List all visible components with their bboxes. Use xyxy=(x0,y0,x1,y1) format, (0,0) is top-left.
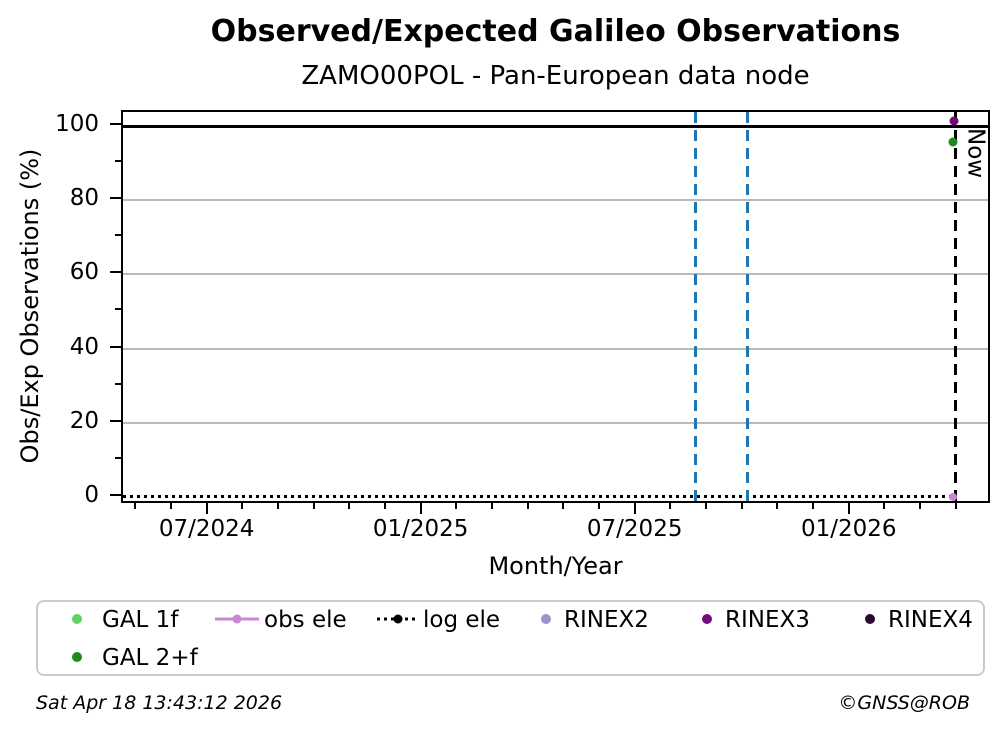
x-major-tick xyxy=(419,503,422,514)
x-tick-label: 01/2025 xyxy=(372,516,469,542)
copyright-text: ©GNSS@ROB xyxy=(838,692,970,714)
chart-title: Observed/Expected Galileo Observations xyxy=(210,14,901,49)
legend-label-2: obs ele xyxy=(264,607,347,633)
legend-marker-dot-4 xyxy=(541,614,551,624)
x-minor-tick xyxy=(241,503,244,509)
y-tick-label: 20 xyxy=(69,407,99,434)
y-major-tick xyxy=(110,345,121,348)
legend: GAL 1f GAL 2+f obs ele log ele RINEX2 RINEX3 R… xyxy=(36,600,985,676)
x-minor-tick xyxy=(776,503,779,509)
data-point-rinex3 xyxy=(949,116,959,126)
legend-marker-dot-3 xyxy=(393,614,403,624)
data-point-obs-ele xyxy=(948,492,957,501)
x-minor-tick xyxy=(348,503,351,509)
x-minor-tick xyxy=(134,503,137,509)
legend-label-0: GAL 1f xyxy=(102,607,179,633)
data-point-gal-2-f xyxy=(948,137,958,147)
y-major-tick xyxy=(110,419,121,422)
x-minor-tick xyxy=(954,503,957,509)
legend-marker-dot-2 xyxy=(232,614,242,624)
y-major-tick xyxy=(110,271,121,274)
x-minor-tick xyxy=(598,503,601,509)
chart-subtitle: ZAMO00POL - Pan-European data node xyxy=(301,61,810,91)
reference-line-100 xyxy=(123,124,988,128)
legend-marker-dot-0 xyxy=(72,614,82,624)
event-line-2 xyxy=(745,112,749,501)
legend-marker-dot-6 xyxy=(865,614,875,624)
x-minor-tick xyxy=(883,503,886,509)
now-label: Now xyxy=(962,128,989,179)
log-ele-zero-line xyxy=(123,495,956,499)
y-tick-label: 60 xyxy=(69,259,99,286)
timestamp-text: Sat Apr 18 13:43:12 2026 xyxy=(36,692,283,714)
x-minor-tick xyxy=(526,503,529,509)
x-minor-tick xyxy=(740,503,743,509)
x-minor-tick xyxy=(562,503,565,509)
y-tick-label: 100 xyxy=(55,111,99,138)
legend-marker-dot-1 xyxy=(72,652,82,662)
x-minor-tick xyxy=(669,503,672,509)
x-tick-label: 07/2025 xyxy=(586,516,683,542)
x-tick-label: 01/2026 xyxy=(800,516,897,542)
x-tick-label: 07/2024 xyxy=(158,516,255,542)
legend-label-1: GAL 2+f xyxy=(102,645,198,671)
event-line-1 xyxy=(694,112,698,501)
x-minor-tick xyxy=(169,503,172,509)
now-line xyxy=(954,112,958,501)
x-minor-tick xyxy=(276,503,279,509)
legend-label-3: log ele xyxy=(423,607,501,633)
plot-area: Now xyxy=(121,110,990,503)
gridline-y60 xyxy=(123,273,988,276)
y-major-tick xyxy=(110,123,121,126)
y-major-tick xyxy=(110,197,121,200)
y-tick-label: 40 xyxy=(69,333,99,360)
x-minor-tick xyxy=(383,503,386,509)
gridline-y40 xyxy=(123,347,988,350)
x-major-tick xyxy=(633,503,636,514)
x-minor-tick xyxy=(919,503,922,509)
legend-label-6: RINEX4 xyxy=(888,607,973,633)
y-tick-label: 0 xyxy=(84,481,99,508)
x-major-tick xyxy=(847,503,850,514)
x-minor-tick xyxy=(312,503,315,509)
y-tick-label: 80 xyxy=(69,185,99,212)
legend-marker-dot-5 xyxy=(702,614,712,624)
legend-label-5: RINEX3 xyxy=(725,607,810,633)
x-minor-tick xyxy=(812,503,815,509)
x-minor-tick xyxy=(491,503,493,509)
x-axis-label: Month/Year xyxy=(488,552,623,580)
y-major-tick xyxy=(110,493,121,496)
legend-label-4: RINEX2 xyxy=(564,607,649,633)
x-major-tick xyxy=(205,503,208,514)
y-axis-label: Obs/Exp Observations (%) xyxy=(16,148,44,464)
x-minor-tick xyxy=(705,503,708,509)
gridline-y20 xyxy=(123,421,988,424)
gridline-y80 xyxy=(123,199,988,202)
x-minor-tick xyxy=(455,503,458,509)
